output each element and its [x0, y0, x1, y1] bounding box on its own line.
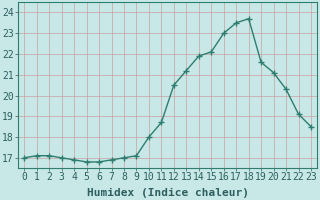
X-axis label: Humidex (Indice chaleur): Humidex (Indice chaleur) [87, 188, 249, 198]
